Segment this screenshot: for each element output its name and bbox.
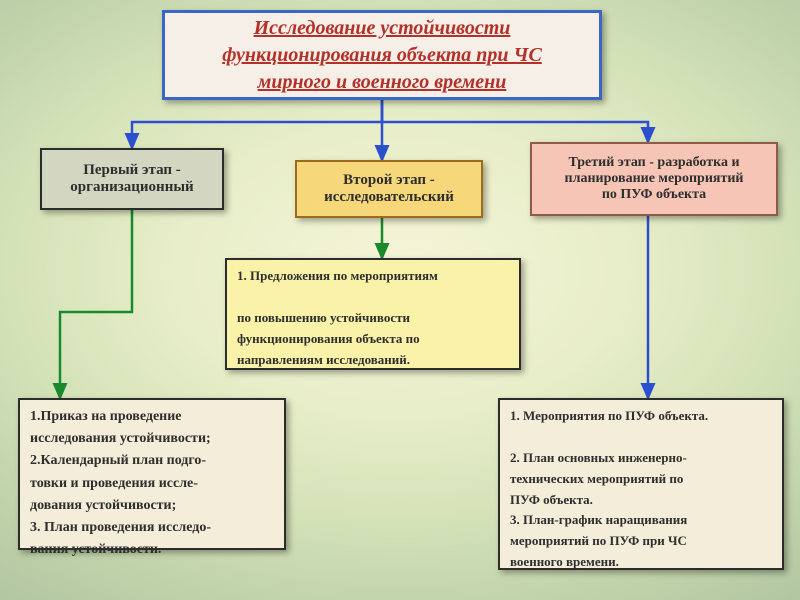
detail1-line: 1.Приказ на проведение — [30, 408, 182, 426]
main-title-box: Исследование устойчивостифункционировани… — [162, 10, 602, 100]
detail2-box: 1. Предложения по мероприятиям по повыше… — [225, 258, 521, 370]
stage3-line: Третий этап - разработка и — [568, 155, 739, 171]
detail2-line: по повышению устойчивости — [237, 310, 410, 327]
detail2-line: 1. Предложения по мероприятиям — [237, 268, 438, 285]
stage3-line: по ПУФ объекта — [602, 187, 706, 203]
detail3-line: 3. План-график наращивания — [510, 512, 687, 529]
stage3-line: планирование мероприятий — [565, 171, 744, 187]
stage2-box: Второй этап -исследовательский — [295, 160, 483, 218]
main-title-text: Исследование устойчивостифункционировани… — [222, 15, 542, 96]
detail3-line: технических мероприятий по — [510, 471, 683, 488]
detail2-line: направлениям исследований. — [237, 352, 410, 369]
detail1-line: 2.Календарный план подго- — [30, 452, 206, 470]
stage3-box: Третий этап - разработка ипланирование м… — [530, 142, 778, 216]
detail1-line: дования устойчивости; — [30, 497, 176, 515]
detail2-line: функционирования объекта по — [237, 331, 420, 348]
stage1-line: организационный — [70, 179, 193, 196]
stage1-line: Первый этап - — [83, 162, 181, 179]
detail3-line: мероприятий по ПУФ при ЧС — [510, 533, 687, 550]
detail3-line: военного времени. — [510, 554, 619, 571]
detail3-line: 2. План основных инженерно- — [510, 450, 687, 467]
detail1-line: товки и проведения иссле- — [30, 475, 198, 493]
stage1-box: Первый этап -организационный — [40, 148, 224, 210]
detail3-box: 1. Мероприятия по ПУФ объекта. 2. План о… — [498, 398, 784, 570]
detail1-line: вания устойчивости. — [30, 541, 161, 559]
detail1-line: исследования устойчивости; — [30, 430, 211, 448]
stage2-line: Второй этап - — [343, 172, 435, 189]
stage2-line: исследовательский — [324, 189, 454, 206]
detail1-line: 3. План проведения исследо- — [30, 519, 211, 537]
detail1-box: 1.Приказ на проведение исследования устой… — [18, 398, 286, 550]
detail3-line: ПУФ объекта. — [510, 492, 593, 509]
detail3-line: 1. Мероприятия по ПУФ объекта. — [510, 408, 708, 425]
